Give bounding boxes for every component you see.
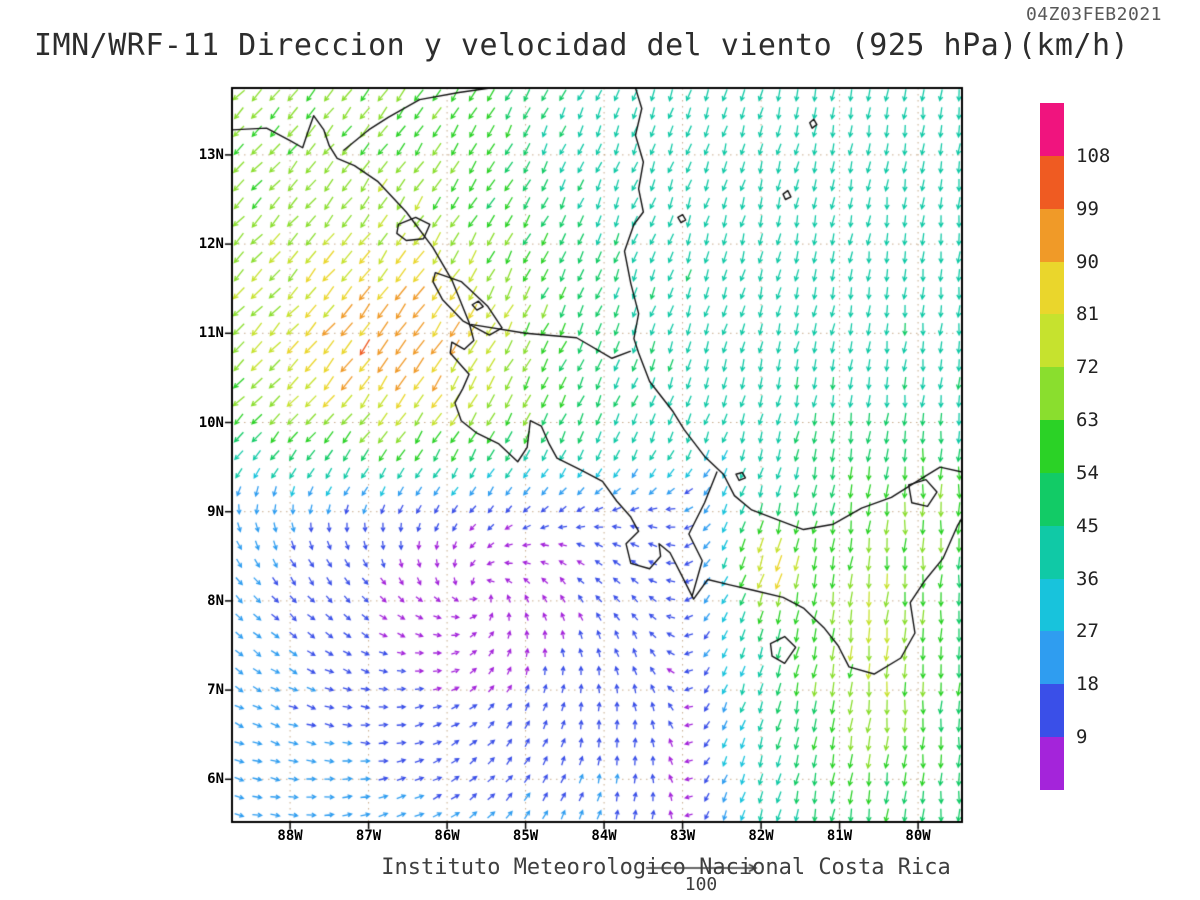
- colorbar-value-label: 36: [1076, 567, 1099, 590]
- y-axis-tick-label: 9N: [207, 503, 224, 520]
- colorbar-segment: [1040, 472, 1064, 526]
- colorbar-value-label: 81: [1076, 303, 1099, 326]
- colorbar-value-label: 18: [1076, 673, 1099, 696]
- colorbar-segment: [1040, 525, 1064, 579]
- colorbar-segment: [1040, 314, 1064, 368]
- x-axis-tick-label: 80W: [905, 828, 931, 844]
- reference-vector-label: 100: [684, 874, 718, 895]
- y-axis-tick-label: 11N: [198, 325, 224, 342]
- colorbar-value-label: 27: [1076, 620, 1099, 643]
- colorbar-segment: [1040, 737, 1064, 790]
- y-axis-tick-label: 6N: [207, 771, 224, 788]
- x-axis-tick-label: 86W: [434, 828, 460, 844]
- colorbar-segment: [1040, 261, 1064, 315]
- colorbar-segment: [1040, 103, 1064, 156]
- colorbar-segment: [1040, 420, 1064, 473]
- chart-title: IMN/WRF-11 Direccion y velocidad del vie…: [34, 28, 1130, 63]
- colorbar-segment: [1040, 367, 1064, 421]
- y-axis-tick-label: 13N: [198, 146, 224, 163]
- colorbar-value-label: 90: [1076, 250, 1099, 273]
- x-axis-tick-label: 81W: [826, 828, 853, 844]
- colorbar-value-label: 45: [1076, 514, 1099, 537]
- x-axis-tick-label: 87W: [355, 828, 382, 844]
- colorbar-value-label: 9: [1076, 726, 1088, 749]
- colorbar-value-label: 63: [1076, 409, 1099, 432]
- x-axis-tick-label: 85W: [512, 828, 539, 844]
- colorbar-value-label: 54: [1076, 461, 1099, 484]
- colorbar-value-label: 99: [1076, 197, 1099, 220]
- y-axis-tick-label: 10N: [198, 414, 224, 431]
- colorbar-segment: [1040, 684, 1064, 738]
- colorbar-segment: [1040, 578, 1064, 632]
- x-axis-tick-label: 88W: [277, 828, 303, 844]
- wind-speed-colorbar: [1040, 103, 1064, 790]
- colorbar-value-label: 72: [1076, 356, 1099, 379]
- x-axis-tick-label: 82W: [748, 828, 774, 844]
- colorbar-value-label: 108: [1076, 144, 1111, 167]
- attribution-text: Instituto Meteorologico Nacional Costa R…: [381, 855, 951, 880]
- x-axis-tick-label: 84W: [591, 828, 617, 844]
- colorbar-segment: [1040, 631, 1064, 685]
- y-axis-tick-label: 8N: [207, 592, 224, 609]
- y-axis-tick-label: 12N: [198, 236, 224, 253]
- x-axis-tick-label: 83W: [669, 828, 696, 844]
- colorbar-segment: [1040, 208, 1064, 262]
- valid-time-label: 04Z03FEB2021: [1025, 4, 1162, 25]
- y-axis-tick-label: 7N: [207, 682, 224, 699]
- colorbar-segment: [1040, 155, 1064, 209]
